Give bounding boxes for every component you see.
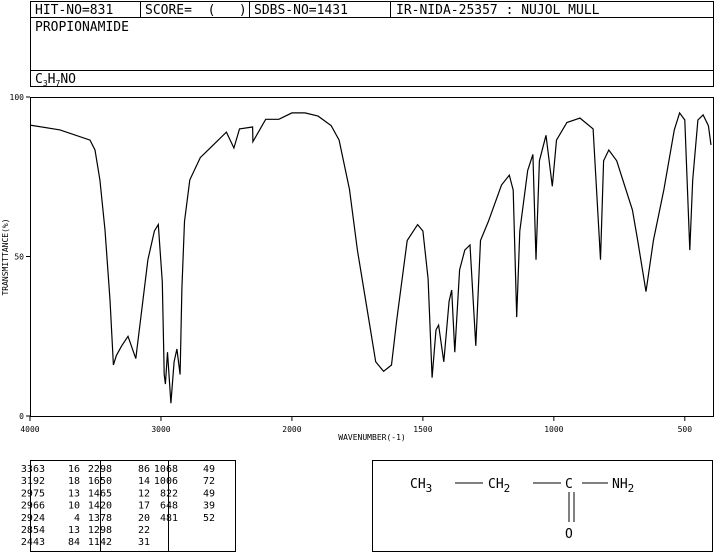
- atom: C: [565, 477, 573, 492]
- y-axis-label: TRANSMITTANCE(%): [1, 218, 10, 295]
- peak-transmittance: 49: [203, 488, 215, 499]
- atom: CH: [410, 477, 426, 492]
- atom-sub: 2: [504, 482, 511, 495]
- peak-transmittance: 84: [68, 537, 80, 548]
- atom: NH2: [612, 477, 634, 495]
- peak-wavenumber: 822: [160, 488, 178, 499]
- x-tick-label: 500: [678, 425, 693, 434]
- peak-wavenumber: 1142: [88, 537, 112, 548]
- y-tick-label: 0: [19, 412, 24, 421]
- peak-transmittance: 49: [203, 464, 215, 475]
- peak-transmittance: 22: [138, 525, 150, 536]
- peak-wavenumber: 1650: [88, 476, 112, 487]
- peak-wavenumber: 2975: [21, 488, 45, 499]
- y-tick-label: 50: [14, 253, 24, 262]
- formula: C3H7NO: [35, 72, 76, 88]
- peak-transmittance: 20: [138, 513, 150, 524]
- hit-no: HIT-NO=831: [35, 3, 113, 18]
- x-tick-label: 1000: [544, 425, 563, 434]
- peak-transmittance: 13: [68, 525, 80, 536]
- peak-transmittance: 12: [138, 488, 150, 499]
- peak-transmittance: 31: [138, 537, 150, 548]
- formula-part: C: [35, 72, 43, 87]
- atom: CH: [488, 477, 504, 492]
- header-box: [30, 1, 714, 87]
- peak-transmittance: 86: [138, 464, 150, 475]
- peak-table-box: [30, 460, 236, 552]
- peak-transmittance: 52: [203, 513, 215, 524]
- x-tick-label: 2000: [282, 425, 301, 434]
- formula-part: NO: [60, 72, 76, 87]
- peak-wavenumber: 481: [160, 513, 178, 524]
- atom: CH2: [488, 477, 510, 495]
- method: IR-NIDA-25357 : NUJOL MULL: [396, 3, 600, 18]
- sdbs-no: SDBS-NO=1431: [254, 3, 348, 18]
- atom-sub: 3: [426, 482, 433, 495]
- compound-name: PROPIONAMIDE: [35, 20, 129, 35]
- x-tick-label: 4000: [20, 425, 39, 434]
- peak-wavenumber: 3363: [21, 464, 45, 475]
- y-tick-label: 100: [10, 93, 25, 102]
- peak-wavenumber: 2443: [21, 537, 45, 548]
- peak-wavenumber: 1298: [88, 525, 112, 536]
- peak-transmittance: 17: [138, 501, 150, 512]
- peak-transmittance: 72: [203, 476, 215, 487]
- peak-transmittance: 10: [68, 501, 80, 512]
- structure-box: [372, 460, 713, 552]
- peak-wavenumber: 1465: [88, 488, 112, 499]
- peak-wavenumber: 2966: [21, 501, 45, 512]
- formula-part: H: [48, 72, 56, 87]
- peak-wavenumber: 1420: [88, 501, 112, 512]
- atom: NH: [612, 477, 628, 492]
- formula-sub: 7: [55, 79, 60, 88]
- spectrum-line: [29, 111, 712, 404]
- peak-wavenumber: 2924: [21, 513, 45, 524]
- peak-wavenumber: 1068: [154, 464, 178, 475]
- peak-wavenumber: 1006: [154, 476, 178, 487]
- atom-sub: 2: [628, 482, 635, 495]
- peak-transmittance: 14: [138, 476, 150, 487]
- peak-transmittance: 4: [74, 513, 80, 524]
- score: SCORE= ( ): [145, 3, 247, 18]
- formula-sub: 3: [43, 79, 48, 88]
- peak-transmittance: 39: [203, 501, 215, 512]
- peak-wavenumber: 3192: [21, 476, 45, 487]
- atom: CH3: [410, 477, 432, 495]
- peak-transmittance: 18: [68, 476, 80, 487]
- peak-transmittance: 13: [68, 488, 80, 499]
- peak-wavenumber: 648: [160, 501, 178, 512]
- peak-transmittance: 16: [68, 464, 80, 475]
- peak-wavenumber: 2298: [88, 464, 112, 475]
- x-tick-label: 1500: [413, 425, 432, 434]
- peak-wavenumber: 2854: [21, 525, 45, 536]
- peak-wavenumber: 1378: [88, 513, 112, 524]
- x-tick-label: 3000: [151, 425, 170, 434]
- plot-frame: [30, 97, 714, 417]
- atom: O: [565, 527, 573, 542]
- x-axis-label: WAVENUMBER(-1): [338, 433, 405, 442]
